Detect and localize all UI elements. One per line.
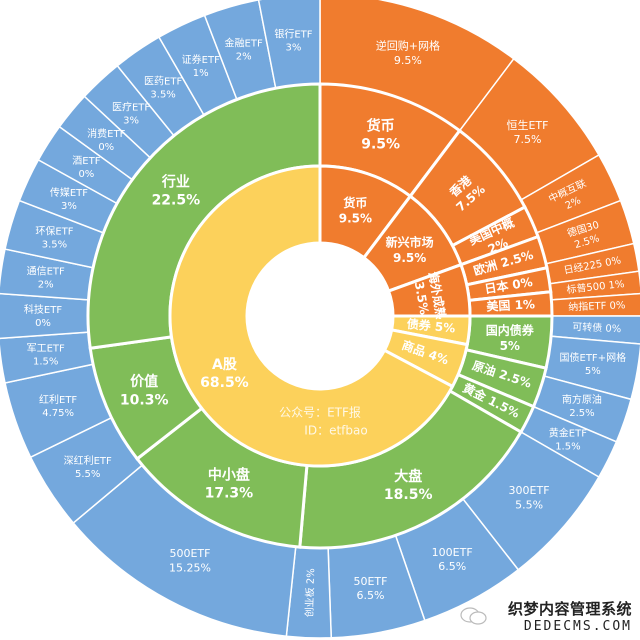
label-outer-15: 500ETF 15.25% (169, 547, 211, 574)
label-outer-20: 通信ETF 2% (27, 265, 65, 290)
label-outer-24: 消费ETF 0% (87, 127, 125, 153)
label-middle-9: 大盘 18.5% (384, 468, 433, 503)
label-outer-12: 100ETF 6.5% (432, 546, 473, 573)
inner-ring (168, 164, 472, 468)
label-middle-12: 行业 22.5% (152, 173, 201, 208)
label-outer-10: 黄金ETF 1.5% (549, 427, 587, 453)
site-watermark-en: DEDECMS.COM (523, 619, 632, 634)
label-outer-28: 金融ETF 2% (225, 37, 263, 63)
label-middle-5: 美国 1% (486, 296, 535, 314)
label-middle-11: 价值 10.3% (120, 373, 169, 408)
label-outer-29: 银行ETF 3% (274, 27, 312, 53)
label-outer-1: 恒生ETF 7.5% (506, 118, 548, 146)
label-outer-9: 南方原油 2.5% (562, 393, 602, 419)
label-outer-21: 环保ETF 3.5% (35, 224, 73, 250)
label-inner-3: 债券 5% (406, 316, 456, 336)
center-watermark-line-1: 公众号：ETF报 (279, 405, 361, 420)
label-outer-11: 300ETF 5.5% (509, 484, 550, 511)
label-outer-16: 深红利ETF 5.5% (64, 454, 112, 480)
label-middle-0: 货币 9.5% (361, 117, 400, 152)
site-watermark-cn: 织梦内容管理系统 (507, 600, 632, 618)
label-outer-0: 逆回购+网格 9.5% (376, 39, 440, 67)
center-hole (247, 243, 393, 389)
label-outer-19: 科技ETF 0% (24, 303, 62, 329)
label-outer-8: 国债ETF+网格 5% (560, 351, 627, 377)
label-middle-6: 国内债券 5% (486, 322, 535, 353)
label-outer-23: 酒ETF 0% (72, 155, 100, 180)
label-outer-18: 军工ETF 1.5% (27, 343, 65, 368)
label-middle-10: 中小盘 17.3% (205, 466, 254, 501)
wechat-icon (460, 607, 487, 625)
center-watermark-line-2: ID：etfbao (304, 424, 367, 438)
label-outer-13: 50ETF 6.5% (353, 575, 387, 602)
label-inner-1: 新兴市场 9.5% (386, 234, 434, 265)
label-inner-0: 货币 9.5% (339, 195, 372, 226)
label-outer-22: 传媒ETF 3% (50, 187, 88, 212)
label-outer-25: 医疗ETF 3% (112, 100, 150, 126)
center-watermark: 公众号：ETF报 ID：etfbao (279, 405, 368, 438)
label-outer-6: 纳指ETF 0% (568, 298, 626, 313)
label-outer-7: 可转债 0% (572, 320, 622, 335)
label-outer-17: 红利ETF 4.75% (39, 393, 77, 419)
segment-outer-19[interactable] (0, 292, 90, 340)
middle-ring (86, 82, 554, 550)
label-outer-14: 创业板 2% (302, 568, 317, 617)
label-outer-27: 证券ETF 1% (182, 53, 220, 79)
label-outer-26: 医药ETF 3.5% (144, 76, 182, 101)
label-inner-5: A股 68.5% (200, 357, 249, 391)
site-watermark: 织梦内容管理系统 DEDECMS.COM (508, 598, 632, 634)
